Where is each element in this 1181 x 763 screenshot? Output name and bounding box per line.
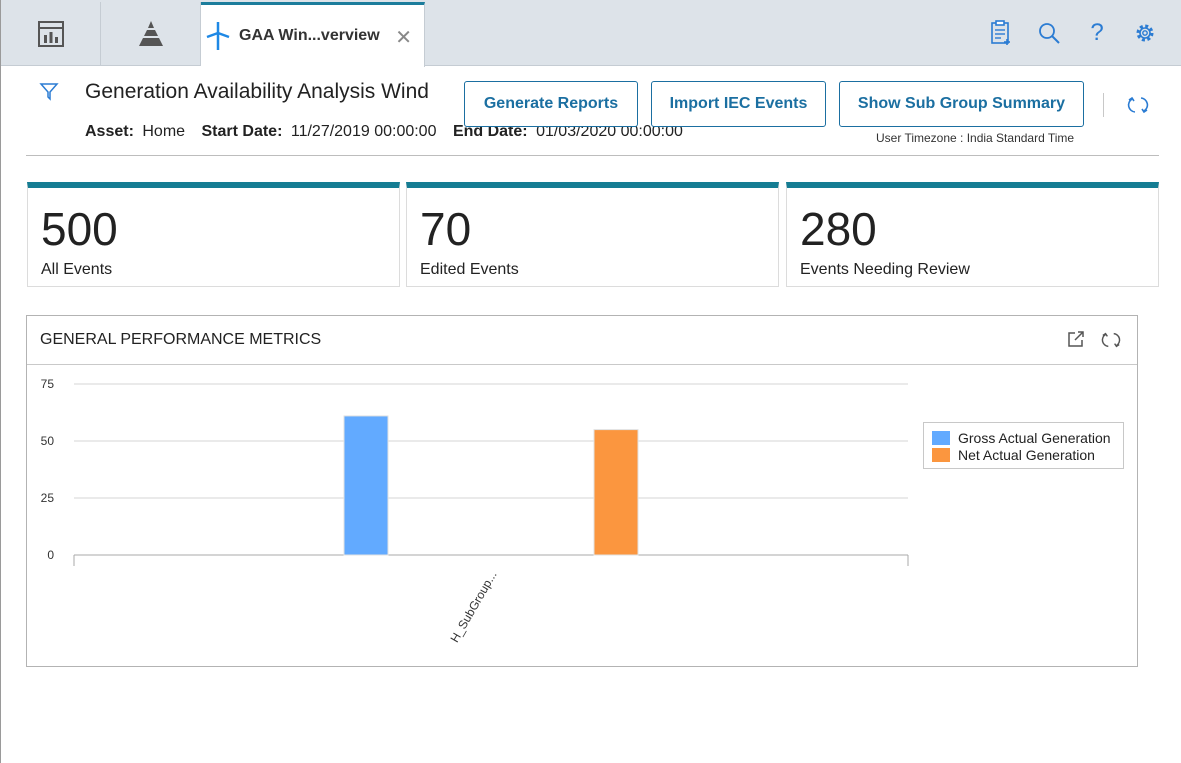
y-tick-label: 50	[41, 434, 55, 448]
divider	[1103, 93, 1104, 117]
card-value: 280	[800, 203, 877, 255]
bar-chart: 0 25 50 75 H_SubGroup...	[41, 377, 909, 645]
bar-gross-actual	[343, 415, 389, 556]
gear-icon[interactable]	[1132, 18, 1158, 48]
header-divider	[26, 155, 1159, 156]
asset-value: Home	[142, 123, 186, 140]
refresh-icon[interactable]	[1127, 94, 1149, 121]
card-value: 70	[420, 203, 472, 255]
tab-dashboard[interactable]	[1, 2, 101, 66]
help-icon[interactable]: ?	[1090, 19, 1104, 46]
show-sub-group-summary-button[interactable]: Show Sub Group Summary	[839, 81, 1084, 127]
card-events-needing-review[interactable]: 280 Events Needing Review	[786, 182, 1159, 287]
y-tick-label: 25	[41, 491, 55, 505]
page-title: Generation Availability Analysis Wind	[85, 80, 429, 103]
import-iec-events-button[interactable]: Import IEC Events	[651, 81, 826, 127]
tab-label: GAA Win...verview	[239, 27, 380, 44]
meta-info: Asset: Home Start Date: 11/27/2019 00:00…	[85, 123, 695, 141]
legend-swatch	[932, 430, 950, 445]
end-date-value: 01/03/2020 00:00:00	[536, 123, 683, 140]
close-tab-icon[interactable]: ✕	[395, 27, 412, 49]
card-value: 500	[41, 203, 118, 255]
legend-item-net[interactable]: Net Actual Generation	[932, 446, 1123, 463]
start-date-value: 11/27/2019 00:00:00	[290, 123, 437, 140]
generate-reports-button[interactable]: Generate Reports	[464, 81, 638, 127]
legend-label: Gross Actual Generation	[958, 429, 1111, 446]
bar-net-actual	[593, 429, 639, 556]
user-timezone: User Timezone : India Standard Time	[876, 131, 1075, 145]
dashboard-icon	[37, 21, 64, 47]
filter-icon[interactable]	[39, 82, 59, 107]
wind-turbine-icon	[206, 22, 230, 50]
start-date-label: Start Date:	[201, 123, 283, 140]
end-date-label: End Date:	[452, 123, 528, 140]
external-link-icon[interactable]	[1067, 330, 1085, 353]
x-category-label: H_SubGroup...	[447, 569, 499, 645]
legend-label: Net Actual Generation	[958, 446, 1095, 463]
legend-item-gross[interactable]: Gross Actual Generation	[932, 429, 1123, 446]
y-tick-label: 75	[41, 377, 55, 391]
performance-metrics-panel: GENERAL PERFORMANCE METRICS 0 25 50 75 H_Sub…	[26, 315, 1138, 667]
card-label: Edited Events	[420, 261, 519, 278]
clipboard-add-icon[interactable]	[988, 18, 1014, 48]
top-toolbar: ?	[988, 18, 1158, 48]
card-edited-events[interactable]: 70 Edited Events	[406, 182, 779, 287]
tab-gaa-overview[interactable]: GAA Win...verview ✕	[201, 2, 425, 67]
card-label: All Events	[41, 261, 113, 278]
tab-bar: GAA Win...verview ✕	[1, 0, 1181, 67]
panel-title: GENERAL PERFORMANCE METRICS	[40, 331, 322, 348]
search-icon[interactable]	[1036, 18, 1062, 48]
card-all-events[interactable]: 500 All Events	[27, 182, 400, 287]
tab-pyramid[interactable]	[101, 2, 201, 66]
asset-label: Asset:	[85, 123, 134, 140]
pyramid-icon	[138, 21, 163, 46]
chart-legend: Gross Actual Generation Net Actual Gener…	[923, 422, 1124, 469]
panel-header: GENERAL PERFORMANCE METRICS	[27, 316, 1137, 365]
y-tick-label: 0	[47, 548, 54, 562]
card-label: Events Needing Review	[800, 261, 970, 278]
legend-swatch	[932, 447, 950, 462]
panel-refresh-icon[interactable]	[1101, 330, 1121, 355]
